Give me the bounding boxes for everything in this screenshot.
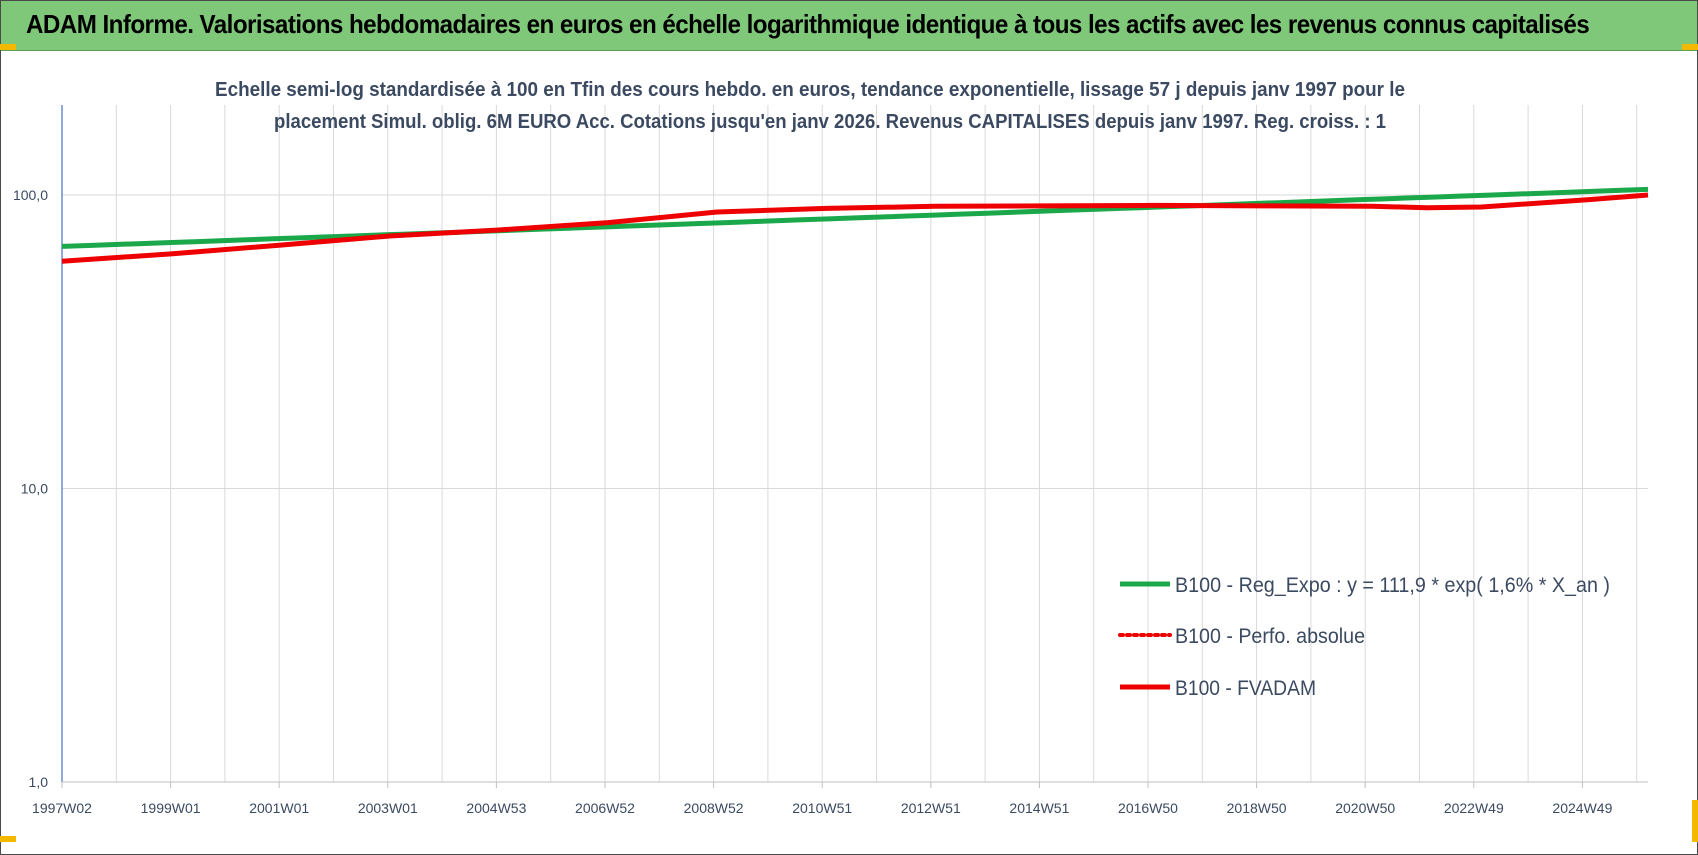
y-tick-label: 1,0 [29,774,49,790]
axis-layer: 1,0 10,0 100,0 1997W02 1999W01 2001W01 2003W01… [13,105,1648,816]
x-tick-label: 2001W01 [249,800,309,816]
corner-marker-top-right [1682,44,1698,50]
x-tick-label: 1997W02 [32,800,92,816]
x-tick-label: 2010W51 [792,800,852,816]
x-tick-label: 2004W53 [466,800,526,816]
x-tick-label: 2020W50 [1335,800,1395,816]
legend-label-reg-expo: B100 - Reg_Expo : y = 111,9 * exp( 1,6% … [1175,574,1610,597]
x-tick-label: 2022W49 [1444,800,1504,816]
x-tick-label: 2006W52 [575,800,635,816]
x-tick-label: 1999W01 [141,800,201,816]
page-title: ADAM Informe. Valorisations hebdomadaire… [26,9,1590,39]
series-layer [61,186,1649,264]
series-reg-expo [61,186,1649,249]
legend-label-fvadam: B100 - FVADAM [1175,677,1316,700]
header-bar: ADAM Informe. Valorisations hebdomadaire… [1,1,1697,51]
x-tick-label: 2018W50 [1227,800,1287,816]
chart-title-line-1: Echelle semi-log standardisée à 100 en T… [215,79,1405,101]
x-tick-label: 2014W51 [1009,800,1069,816]
corner-marker-top-left [0,44,16,50]
x-tick-label: 2003W01 [358,800,418,816]
x-tick-label: 2012W51 [901,800,961,816]
x-tick-label: 2008W52 [684,800,744,816]
x-tick-label: 2016W50 [1118,800,1178,816]
chart-title-line-2: placement Simul. oblig. 6M EURO Acc. Cot… [274,111,1386,133]
corner-marker-bottom-left [0,836,16,842]
corner-marker-bottom-right [1692,800,1698,842]
legend-label-perfo-absolue: B100 - Perfo. absolue [1175,625,1365,648]
x-tick-label: 2024W49 [1552,800,1612,816]
y-tick-label: 100,0 [13,187,48,203]
series-fvadam [61,192,1649,264]
legend: B100 - Reg_Expo : y = 111,9 * exp( 1,6% … [1118,574,1610,700]
y-tick-label: 10,0 [21,481,48,497]
